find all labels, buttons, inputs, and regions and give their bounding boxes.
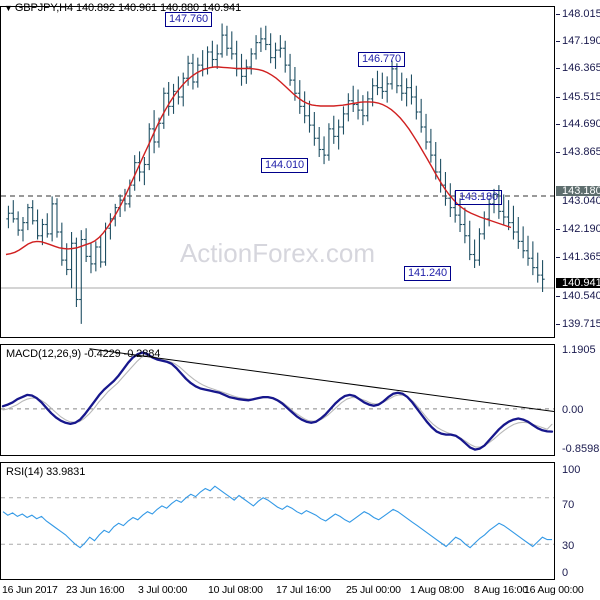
date-tick-4: 17 Jul 16:00 — [276, 584, 331, 596]
price-axis[interactable]: 148.015 147.190 146.365 145.515 144.690 143.8… — [556, 0, 600, 600]
axis-tick-price-8: 142.190 — [556, 223, 600, 235]
date-tick-5: 25 Jul 00:00 — [346, 584, 401, 596]
macd-label: MACD(12,26,9) -0.4229 -0.2884 — [6, 348, 161, 360]
axis-tick-rsi-17: 70 — [556, 499, 575, 511]
price-chart-panel[interactable] — [0, 6, 555, 338]
axis-tick-mark — [556, 256, 560, 258]
axis-tick-mark — [556, 151, 560, 153]
macd-chart-panel[interactable] — [0, 344, 555, 456]
axis-tick-price-0: 148.015 — [556, 8, 600, 20]
axis-tick-value: 146.365 — [562, 62, 600, 74]
macd-chart-canvas — [1, 348, 554, 451]
axis-tick-price-9: 141.365 — [556, 251, 600, 263]
axis-tick-price-7: 143.040 — [556, 195, 600, 207]
axis-tick-rsi-16: 100 — [556, 464, 581, 476]
triangle-down-icon[interactable]: ▼ — [4, 3, 13, 14]
axis-tick-price-5: 143.865 — [556, 146, 600, 158]
axis-tick-macd-15: -0.8598 — [556, 443, 600, 455]
rsi-chart-panel[interactable] — [0, 462, 555, 580]
axis-tick-price-4: 144.690 — [556, 118, 600, 130]
axis-tick-price-10: 140.941 — [556, 277, 600, 289]
axis-tick-value: 139.715 — [562, 318, 600, 330]
symbol-header-text: GBPJPY,H4 140.892 140.961 140.880 140.94… — [14, 2, 242, 14]
symbol-header: ▼ GBPJPY,H4 140.892 140.961 140.880 140.9… — [4, 2, 241, 14]
axis-tick-rsi-19: 0 — [556, 567, 569, 579]
ohlc-bars — [6, 23, 545, 324]
rsi-line — [2, 485, 552, 549]
date-tick-8: 16 Aug 00:00 — [524, 584, 584, 596]
axis-tick-price-2: 146.365 — [556, 62, 600, 74]
axis-tick-value: 141.365 — [562, 251, 600, 263]
axis-tick-mark — [556, 67, 560, 69]
date-tick-6: 1 Aug 08:00 — [410, 584, 464, 596]
axis-tick-mark — [556, 40, 560, 42]
date-tick-0: 16 Jun 2017 — [2, 584, 58, 596]
price-callout-0[interactable]: 147.760 — [165, 12, 213, 27]
axis-tick-value: 148.015 — [562, 8, 600, 20]
axis-tick-price-12: 139.715 — [556, 318, 600, 330]
axis-tick-rsi-18: 30 — [556, 540, 575, 552]
axis-tick-value: 1.1905 — [562, 344, 596, 356]
axis-tick-mark — [556, 96, 560, 98]
price-chart-canvas — [1, 23, 554, 324]
axis-tick-value: 143.180 — [562, 185, 600, 197]
date-axis: 16 Jun 2017 23 Jun 16:00 3 Jul 00:00 10 Jul… — [0, 582, 584, 600]
axis-tick-value: 143.040 — [562, 195, 600, 207]
axis-tick-value: 0.00 — [562, 404, 584, 416]
macd-main-line — [1, 351, 554, 451]
axis-tick-macd-13: 1.1905 — [556, 344, 596, 356]
axis-tick-mark — [556, 323, 560, 325]
date-tick-7: 8 Aug 16:00 — [474, 584, 528, 596]
axis-tick-price-3: 145.515 — [556, 91, 600, 103]
rsi-chart-canvas — [1, 485, 554, 549]
axis-tick-value: -0.8598 — [562, 443, 600, 455]
axis-tick-mark — [556, 123, 560, 125]
axis-tick-value: 100 — [562, 464, 581, 476]
axis-tick-value: 140.540 — [562, 290, 600, 302]
axis-tick-value: 143.865 — [562, 146, 600, 158]
axis-tick-macd-14: 0.00 — [556, 404, 584, 416]
price-callout-3[interactable]: 143.180 — [455, 190, 503, 205]
axis-tick-mark — [556, 228, 560, 230]
axis-tick-price-6: 143.180 — [556, 185, 600, 197]
axis-tick-value: 145.515 — [562, 91, 600, 103]
rsi-label: RSI(14) 33.9831 — [6, 466, 86, 478]
axis-tick-value: 30 — [562, 540, 575, 552]
axis-tick-value: 0 — [562, 567, 569, 579]
axis-tick-value: 140.941 — [562, 277, 600, 289]
price-callout-4[interactable]: 141.240 — [404, 266, 452, 281]
price-callout-1[interactable]: 146.770 — [358, 52, 406, 67]
axis-tick-value: 142.190 — [562, 223, 600, 235]
axis-tick-price-11: 140.540 — [556, 290, 600, 302]
date-tick-1: 23 Jun 16:00 — [66, 584, 125, 596]
axis-tick-value: 147.190 — [562, 35, 600, 47]
axis-tick-value: 70 — [562, 499, 575, 511]
axis-tick-mark — [556, 295, 560, 297]
moving-average-line — [5, 66, 512, 256]
axis-tick-price-1: 147.190 — [556, 35, 600, 47]
date-tick-3: 10 Jul 08:00 — [208, 584, 263, 596]
axis-tick-value: 144.690 — [562, 118, 600, 130]
macd-trendline[interactable] — [89, 348, 554, 413]
date-tick-2: 3 Jul 00:00 — [138, 584, 188, 596]
price-callout-2[interactable]: 144.010 — [261, 158, 309, 173]
axis-tick-mark — [556, 13, 560, 15]
